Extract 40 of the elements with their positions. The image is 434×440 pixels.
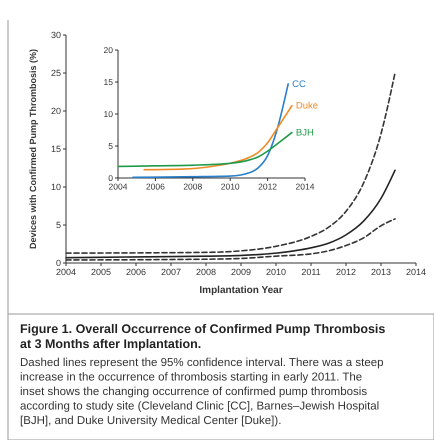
line-series <box>65 169 396 258</box>
y-tick-label: 5 <box>56 220 61 230</box>
x-tick-label: 2004 <box>108 182 128 192</box>
x-tick-label: 2010 <box>266 267 286 277</box>
y-axis-title: Devices with Confirmed Pump Thrombosis (%) <box>28 48 38 250</box>
x-tick-label: 2011 <box>301 267 321 277</box>
series-label: BJH <box>296 128 314 139</box>
x-tick-label: 2006 <box>146 182 166 192</box>
x-tick-label: 2014 <box>296 182 315 192</box>
x-tick-label: 2005 <box>90 267 112 277</box>
y-tick-label: 0 <box>108 172 114 183</box>
line-series <box>132 83 289 178</box>
x-tick-label: 2013 <box>370 267 392 277</box>
y-tick-label: 0 <box>56 258 61 268</box>
line-series <box>117 132 293 168</box>
x-tick-label: 2004 <box>56 267 76 277</box>
y-tick-label: 20 <box>104 44 114 55</box>
x-tick-label: 2009 <box>230 267 252 277</box>
series-label: CC <box>292 78 306 90</box>
x-tick-label: 2006 <box>126 267 146 277</box>
x-tick-label: 2012 <box>258 182 278 192</box>
series-label: Duke <box>296 100 318 112</box>
x-tick-label: 2008 <box>183 182 203 192</box>
text: Figure 1. Overall Occurrence of Confirmed Pump Thrombosis at 3 Months after Implantation. <box>20 322 386 351</box>
line-series <box>143 104 293 170</box>
y-tick-label: 10 <box>104 108 114 119</box>
y-tick-label: 15 <box>50 144 61 154</box>
x-tick-label: 2014 <box>406 267 426 277</box>
x-tick-label: 2012 <box>336 267 356 277</box>
y-tick-label: 10 <box>50 182 61 192</box>
y-tick-label: 5 <box>108 140 114 151</box>
x-tick-label: 2010 <box>220 182 240 192</box>
y-tick-label: 20 <box>50 106 61 116</box>
x-tick-label: 2007 <box>160 267 182 277</box>
y-tick-label: 25 <box>50 68 61 78</box>
text: Dashed lines represent the 95% confidence interval. There was a steep increase in the occurrence of thrombosis starting in early 2011. The inset shows the changing occurrence of confirmed pump thrombosis according to study site (Cleveland Clinic [CC], Barnes–Jewish Hospital [BJH], and Duke University Medical Center [Duke]). <box>20 357 384 427</box>
y-tick-label: 15 <box>104 76 114 87</box>
y-tick-label: 30 <box>50 30 61 40</box>
x-tick-label: 2008 <box>196 267 216 277</box>
x-axis-title: Implantation Year <box>199 285 283 296</box>
